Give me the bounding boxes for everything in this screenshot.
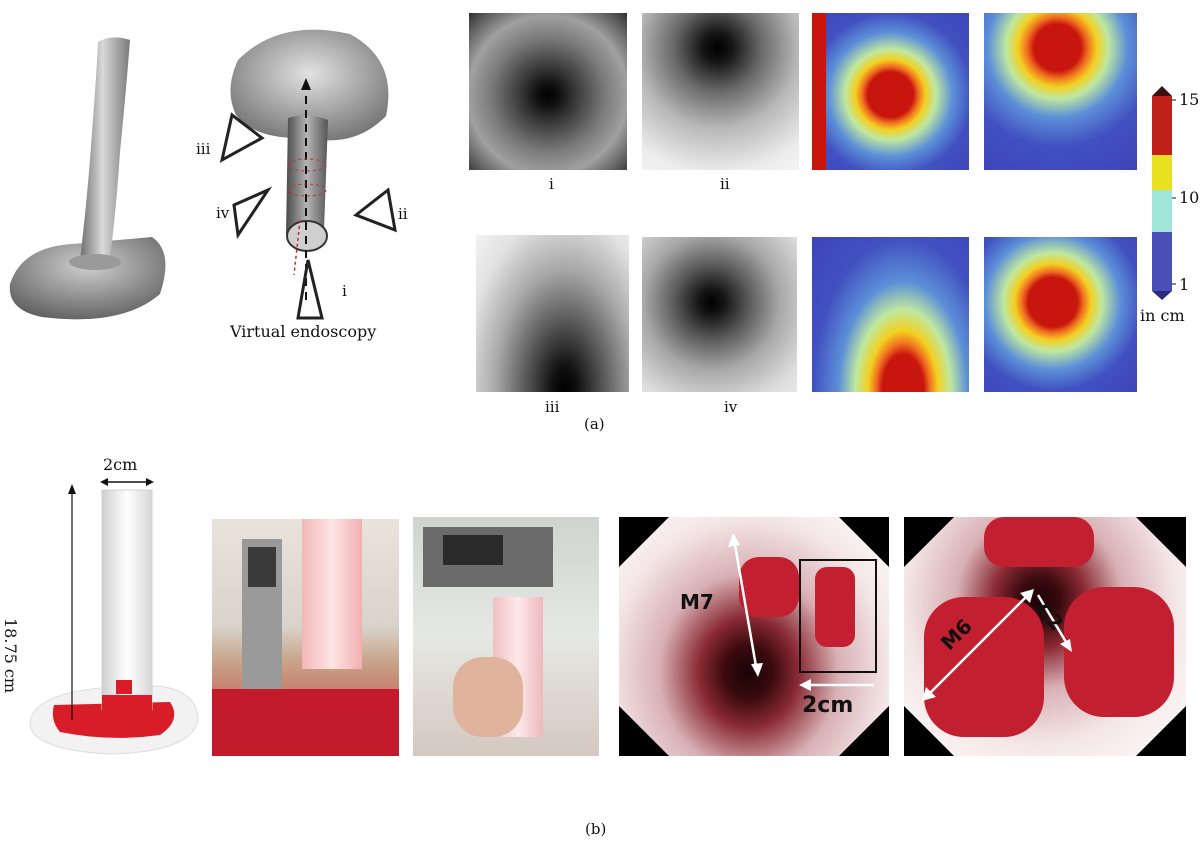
printed-trachea-model	[29, 478, 199, 755]
endoscopy-view-i	[469, 13, 627, 170]
panel-a-tag: (a)	[584, 415, 605, 433]
endoscopy-photo-m7	[619, 517, 889, 756]
view-label-ii: ii	[398, 205, 408, 223]
view-label-i: i	[342, 282, 347, 300]
endoscopy-view-iv	[642, 237, 797, 392]
tile-label-ii: ii	[720, 175, 730, 193]
endoscopy-photo-m6-c2	[904, 517, 1186, 756]
colorbar	[1152, 86, 1176, 300]
measurement-arrows-m6-c2	[922, 589, 1072, 701]
caliper-photo-2	[413, 517, 599, 756]
trachea-3d-model	[9, 37, 166, 320]
colorbar-unit: in cm	[1140, 306, 1185, 325]
measurement-arrows-m7	[728, 533, 874, 691]
heatmap-i	[812, 13, 969, 170]
heatmap-ii	[984, 13, 1137, 170]
heatmap-iv	[984, 237, 1137, 392]
height-label: 18.75 cm	[1, 618, 20, 694]
width-label: 2cm	[103, 455, 138, 474]
camera-iv-icon	[232, 186, 273, 240]
heatmap-iii	[812, 237, 969, 392]
tile-label-i: i	[549, 175, 554, 193]
panel-b-tag: (b)	[585, 820, 607, 838]
caliper-photo-1	[212, 519, 399, 756]
endoscopy-view-ii	[642, 13, 799, 170]
colorbar-tick-15: 15	[1179, 90, 1200, 109]
view-label-iv: iv	[216, 204, 230, 222]
virtual-endoscopy-diagram	[219, 29, 397, 320]
colorbar-tick-1: 1	[1179, 275, 1190, 294]
camera-i-icon	[296, 259, 324, 320]
camera-ii-icon	[352, 187, 397, 233]
tile-label-iv: iv	[724, 398, 738, 416]
colorbar-tick-10: 10	[1179, 188, 1200, 207]
tile-label-iii: iii	[545, 398, 560, 416]
endoscopy-view-iii	[476, 235, 629, 392]
highlight-box	[799, 559, 877, 673]
diagram-caption: Virtual endoscopy	[230, 322, 377, 341]
camera-iii-icon	[219, 112, 265, 163]
marker-m7: M7	[680, 590, 714, 614]
scale-2cm: 2cm	[802, 693, 854, 718]
view-label-iii: iii	[196, 140, 211, 158]
